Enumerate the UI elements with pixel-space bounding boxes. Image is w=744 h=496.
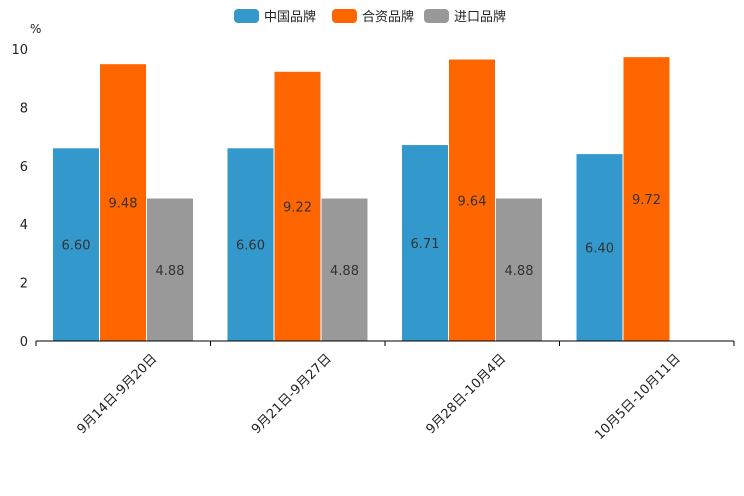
- data-label: 9.48: [109, 197, 138, 212]
- legend-swatch: [234, 9, 259, 23]
- y-tick-label: 4: [20, 218, 28, 233]
- data-label: 4.88: [330, 264, 359, 279]
- y-tick-label: 0: [20, 335, 28, 350]
- data-label: 6.60: [62, 239, 91, 254]
- legend-item[interactable]: 进口品牌: [424, 9, 506, 25]
- y-axis-unit-label: %: [30, 22, 41, 36]
- x-tick-label: 9月21日-9月27日: [249, 351, 335, 437]
- legend-item[interactable]: 合资品牌: [332, 9, 414, 25]
- bar[interactable]: [100, 64, 146, 342]
- bar[interactable]: [449, 59, 495, 342]
- bar[interactable]: [274, 71, 321, 341]
- legend-label: 进口品牌: [454, 9, 506, 25]
- bar[interactable]: [227, 148, 274, 341]
- bar[interactable]: [147, 198, 193, 341]
- legend[interactable]: 中国品牌 合资品牌 进口品牌: [234, 9, 506, 25]
- data-label: 6.71: [411, 237, 440, 252]
- y-tick-label: 2: [20, 277, 28, 292]
- x-tick-label: 9月14日-9月20日: [75, 351, 161, 437]
- data-label: 6.40: [585, 242, 614, 257]
- bar[interactable]: [576, 154, 623, 341]
- legend-swatch: [424, 9, 449, 23]
- legend-label: 中国品牌: [264, 9, 316, 25]
- legend-swatch: [332, 9, 357, 23]
- y-tick-label: 10: [11, 43, 28, 58]
- bar[interactable]: [402, 145, 448, 341]
- y-tick-label: 8: [20, 101, 28, 116]
- data-labels: 6.60 9.48 4.88 6.60 9.22 4.88 6.71 9.64 4.88 6.40…: [62, 193, 661, 279]
- bar[interactable]: [623, 57, 670, 342]
- data-label: 9.64: [458, 194, 487, 209]
- y-axis: 0 2 4 6 8 10: [11, 43, 28, 350]
- x-tick-label: 9月28日-10月4日: [424, 351, 510, 437]
- data-label: 6.60: [236, 239, 265, 254]
- data-label: 9.22: [283, 200, 312, 215]
- legend-item[interactable]: 中国品牌: [234, 9, 316, 25]
- legend-label: 合资品牌: [362, 9, 414, 25]
- bar[interactable]: [321, 198, 368, 341]
- bars: [53, 57, 670, 342]
- data-label: 9.72: [632, 193, 661, 208]
- y-tick-label: 6: [20, 160, 28, 175]
- data-label: 4.88: [505, 264, 534, 279]
- x-axis: 9月14日-9月20日 9月21日-9月27日 9月28日-10月4日 10月5日-1…: [35, 340, 735, 443]
- x-tick-label: 10月5日-10月11日: [592, 351, 684, 443]
- bar[interactable]: [496, 198, 542, 341]
- data-label: 4.88: [156, 264, 185, 279]
- bar[interactable]: [53, 148, 99, 341]
